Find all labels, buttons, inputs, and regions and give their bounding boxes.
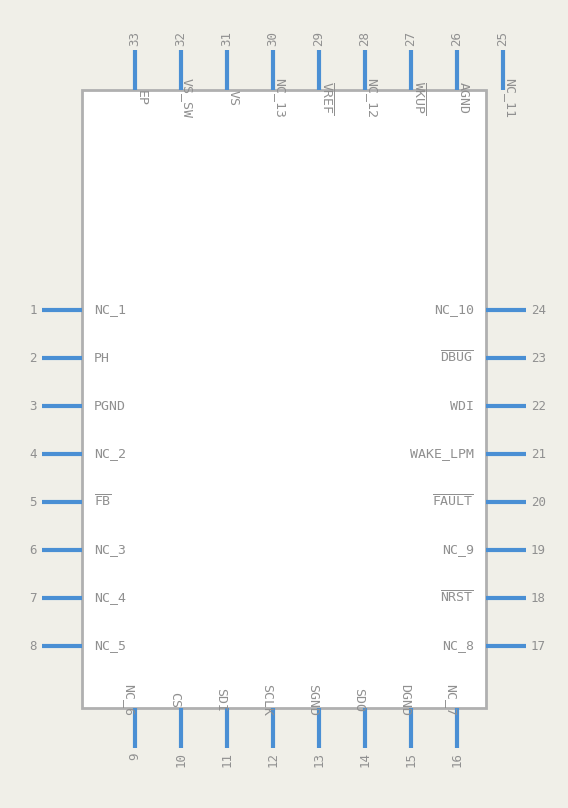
Text: SDO: SDO xyxy=(352,688,365,712)
Text: 7: 7 xyxy=(30,591,37,604)
Text: 6: 6 xyxy=(30,544,37,557)
Text: NC_2: NC_2 xyxy=(94,448,126,461)
Text: NC_7: NC_7 xyxy=(444,684,457,716)
Text: 10: 10 xyxy=(174,752,187,767)
Text: NC_13: NC_13 xyxy=(273,78,286,118)
Text: $\overline{\mathtt{DBUG}}$: $\overline{\mathtt{DBUG}}$ xyxy=(440,351,474,366)
Bar xyxy=(82,90,486,708)
Text: 21: 21 xyxy=(531,448,546,461)
Text: NC_9: NC_9 xyxy=(442,544,474,557)
Text: 12: 12 xyxy=(266,752,279,767)
Text: NC_3: NC_3 xyxy=(94,544,126,557)
Text: NC_10: NC_10 xyxy=(434,304,474,317)
Text: 25: 25 xyxy=(496,31,509,46)
Text: SCLK: SCLK xyxy=(260,684,273,716)
Text: 29: 29 xyxy=(312,31,325,46)
Text: 22: 22 xyxy=(531,399,546,413)
Text: 32: 32 xyxy=(174,31,187,46)
Text: $\overline{\mathtt{VREF}}$: $\overline{\mathtt{VREF}}$ xyxy=(319,81,335,115)
Text: 5: 5 xyxy=(30,495,37,508)
Text: EP: EP xyxy=(135,90,148,106)
Text: PH: PH xyxy=(94,351,110,364)
Text: $\overline{\mathtt{NRST}}$: $\overline{\mathtt{NRST}}$ xyxy=(440,591,474,606)
Text: WDI: WDI xyxy=(450,399,474,413)
Text: 11: 11 xyxy=(220,752,233,767)
Text: 9: 9 xyxy=(128,752,141,760)
Text: $\overline{\mathtt{FB}}$: $\overline{\mathtt{FB}}$ xyxy=(94,494,112,510)
Text: 20: 20 xyxy=(531,495,546,508)
Text: 1: 1 xyxy=(30,304,37,317)
Text: 23: 23 xyxy=(531,351,546,364)
Text: 30: 30 xyxy=(266,31,279,46)
Text: 28: 28 xyxy=(358,31,371,46)
Text: 15: 15 xyxy=(404,752,417,767)
Text: 18: 18 xyxy=(531,591,546,604)
Text: AGND: AGND xyxy=(457,82,470,114)
Text: 26: 26 xyxy=(450,31,463,46)
Text: 2: 2 xyxy=(30,351,37,364)
Text: SGND: SGND xyxy=(306,684,319,716)
Text: CS: CS xyxy=(168,692,181,708)
Text: NC_8: NC_8 xyxy=(442,639,474,653)
Text: $\overline{\mathtt{FAULT}}$: $\overline{\mathtt{FAULT}}$ xyxy=(432,494,474,510)
Text: $\overline{\mathtt{WKUP}}$: $\overline{\mathtt{WKUP}}$ xyxy=(411,81,427,115)
Text: NC_12: NC_12 xyxy=(365,78,378,118)
Text: NC_1: NC_1 xyxy=(94,304,126,317)
Text: DGND: DGND xyxy=(398,684,411,716)
Text: 33: 33 xyxy=(128,31,141,46)
Text: 14: 14 xyxy=(358,752,371,767)
Text: PGND: PGND xyxy=(94,399,126,413)
Text: VS_SW: VS_SW xyxy=(181,78,194,118)
Text: NC_4: NC_4 xyxy=(94,591,126,604)
Text: 13: 13 xyxy=(312,752,325,767)
Text: NC_6: NC_6 xyxy=(122,684,135,716)
Text: NC_5: NC_5 xyxy=(94,639,126,653)
Text: 3: 3 xyxy=(30,399,37,413)
Text: 17: 17 xyxy=(531,639,546,653)
Text: 31: 31 xyxy=(220,31,233,46)
Text: 27: 27 xyxy=(404,31,417,46)
Text: 19: 19 xyxy=(531,544,546,557)
Text: NC_11: NC_11 xyxy=(503,78,516,118)
Text: VS: VS xyxy=(227,90,240,106)
Text: 8: 8 xyxy=(30,639,37,653)
Text: 24: 24 xyxy=(531,304,546,317)
Text: SDI: SDI xyxy=(214,688,227,712)
Text: 4: 4 xyxy=(30,448,37,461)
Text: 16: 16 xyxy=(450,752,463,767)
Text: WAKE_LPM: WAKE_LPM xyxy=(410,448,474,461)
